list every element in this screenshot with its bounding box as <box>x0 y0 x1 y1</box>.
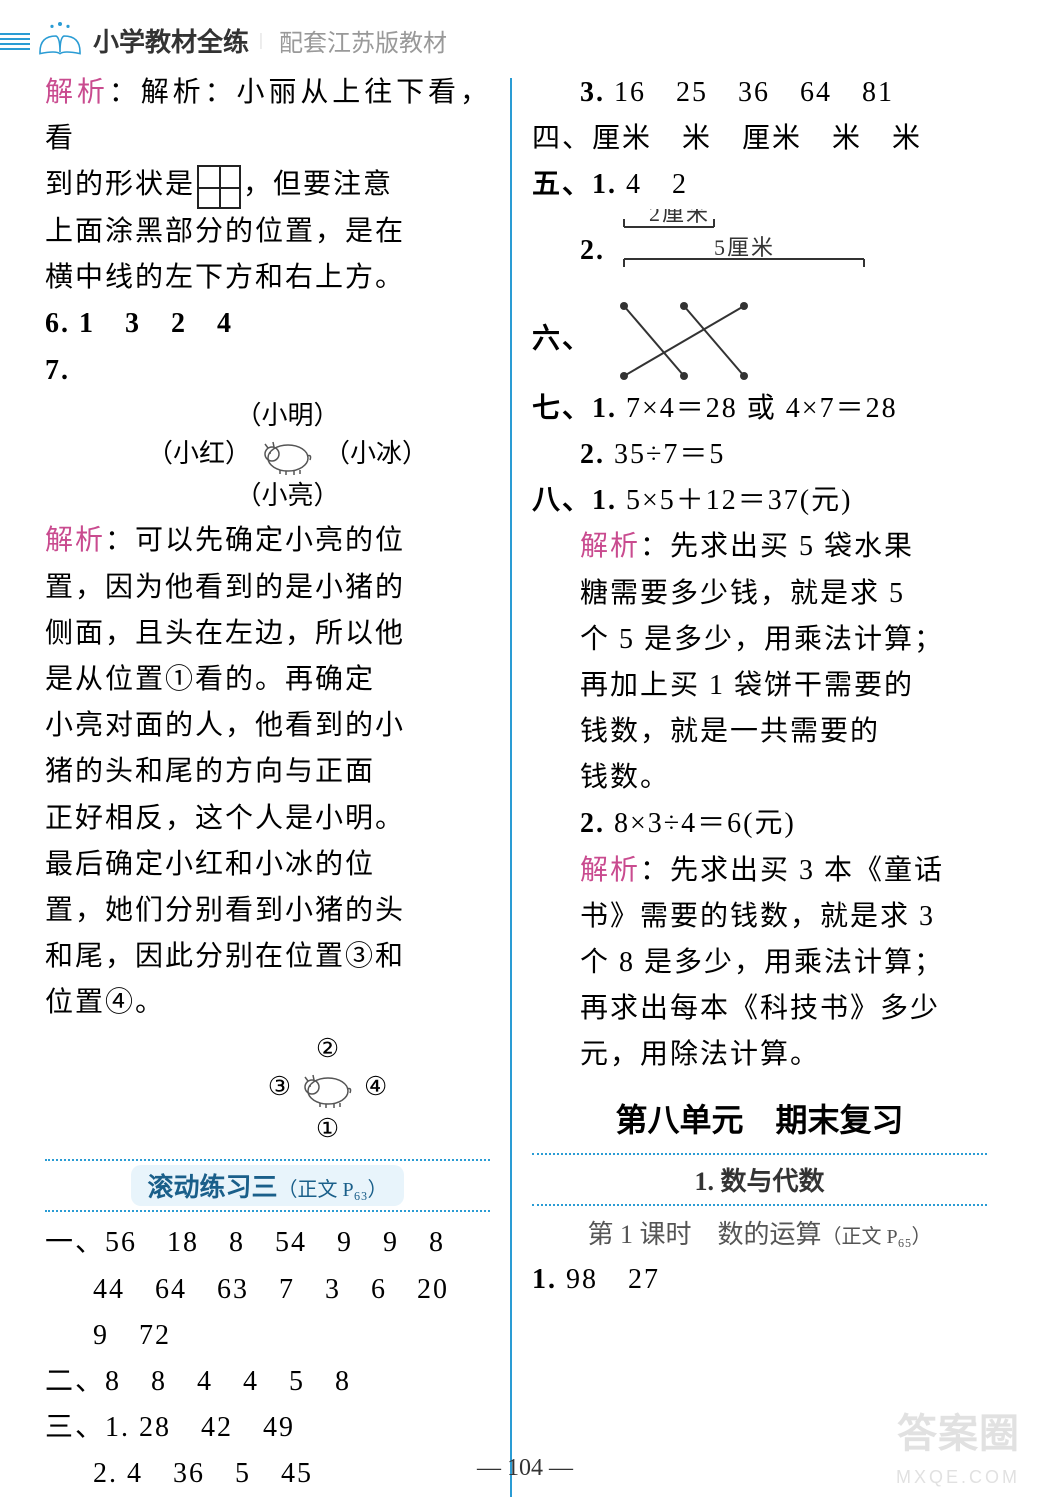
analysis-text: 个 5 是多少，用乘法计算； <box>532 617 987 663</box>
analysis-text: 置，她们分别看到小猪的头 <box>45 888 490 934</box>
pig-top: （小明） <box>85 398 490 434</box>
main-content: 解析：解析：小丽从上往下看，看 到的形状是，但要注意 上面涂黑部分的位置，是在 … <box>0 70 1050 1497</box>
analysis-text: 到的形状是 ，但要注意 <box>45 162 490 209</box>
page-number: — 104 — <box>0 1455 1050 1482</box>
header-title-light: 配套江苏版教材 <box>279 23 447 58</box>
analysis-text: 小亮对面的人，他看到的小 <box>45 703 490 749</box>
sub-unit-title: 1. 数与代数 <box>532 1153 987 1206</box>
analysis-text: 钱数，就是一共需要的 <box>532 709 987 755</box>
lesson-sub: （正文 P₆₅） <box>821 1226 931 1248</box>
left-column: 解析：解析：小丽从上往下看，看 到的形状是，但要注意 上面涂黑部分的位置，是在 … <box>45 70 510 1497</box>
answer-6: 6. 1 3 2 4 <box>45 301 490 347</box>
answer-row: 2. 35÷7＝5 <box>532 432 987 478</box>
answer-row: 三、1. 28 42 49 <box>45 1405 490 1451</box>
analysis-text: 置，因为他看到的是小猪的 <box>45 565 490 611</box>
grid-shape <box>197 165 241 209</box>
analysis-text: 侧面，且头在左边，所以他 <box>45 611 490 657</box>
analysis-text: 元，用除法计算。 <box>532 1032 987 1078</box>
svg-text:5厘米: 5厘米 <box>714 235 775 260</box>
pos-3: ③ <box>268 1072 291 1101</box>
page-header: 小学教材全练 ｜ 配套江苏版教材 <box>0 0 1050 70</box>
analysis-label: 解析 <box>580 855 640 886</box>
answer-row: 9 72 <box>45 1313 490 1359</box>
header-decoration <box>0 30 30 53</box>
pos-4: ④ <box>364 1072 387 1101</box>
section-sub: （正文 P₆₃） <box>277 1179 387 1201</box>
cross-match-diagram <box>609 296 759 386</box>
text: 到的形状是 <box>45 169 195 200</box>
header-separator: ｜ <box>253 28 269 52</box>
text: ，但要注意 <box>243 169 393 200</box>
pos-1: ① <box>165 1111 490 1147</box>
pig-icon <box>298 1067 358 1111</box>
analysis-text: 最后确定小红和小冰的位 <box>45 842 490 888</box>
analysis-text: 上面涂黑部分的位置，是在 <box>45 209 490 255</box>
answer-row: 1. 98 27 <box>532 1257 987 1303</box>
pig-left: （小红） <box>147 439 251 468</box>
answer-row: 44 64 63 7 3 6 20 <box>45 1267 490 1313</box>
analysis-text: 再加上买 1 袋饼干需要的 <box>532 663 987 709</box>
pig-diagram-2: ② ③ ④ ① <box>165 1031 490 1148</box>
answer-6: 六、 <box>532 296 987 386</box>
analysis-text: 和尾，因此分别在位置③和 <box>45 934 490 980</box>
analysis-text: 个 8 是多少，用乘法计算； <box>532 940 987 986</box>
ruler-diagram: 2厘米 5厘米 <box>614 209 874 281</box>
label: 六、 <box>532 323 592 354</box>
svg-text:2厘米: 2厘米 <box>649 209 710 226</box>
lesson-text: 第 1 课时 数的运算 <box>587 1220 821 1249</box>
pig-diagram-1: （小明） （小红） （小冰） （小亮） <box>85 398 490 515</box>
unit-title: 第八单元 期末复习 <box>532 1095 987 1141</box>
header-title-bold: 小学教材全练 <box>93 22 249 59</box>
pig-bottom: （小亮） <box>85 478 490 514</box>
pig-right: （小冰） <box>324 439 428 468</box>
book-icon <box>35 20 85 60</box>
analysis-text: 正好相反，这个人是小明。 <box>45 796 490 842</box>
analysis-text: 猪的头和尾的方向与正面 <box>45 749 490 795</box>
answer-row: 3. 16 25 36 64 81 <box>532 70 987 116</box>
answer-row: 八、1. 5×5＋12＝37(元) <box>532 478 987 524</box>
right-column: 3. 16 25 36 64 81 四、厘米 米 厘米 米 米 五、1. 4 2… <box>512 70 987 1497</box>
analysis-text: 是从位置①看的。再确定 <box>45 657 490 703</box>
watermark-2: MXQE.COM <box>896 1467 1020 1488</box>
analysis-text: 钱数。 <box>532 755 987 801</box>
answer-7: 7. <box>45 348 490 394</box>
section-title: 滚动练习三 <box>147 1173 277 1202</box>
pos-2: ② <box>165 1031 490 1067</box>
answer-row: 四、厘米 米 厘米 米 米 <box>532 116 987 162</box>
analysis-text: 位置④。 <box>45 980 490 1026</box>
analysis-text: 糖需要多少钱，就是求 5 <box>532 571 987 617</box>
answer-row: 七、1. 7×4＝28 或 4×7＝28 <box>532 386 987 432</box>
analysis-text: 书》需要的钱数，就是求 3 <box>532 894 987 940</box>
watermark-1: 答案圈 <box>897 1401 1020 1459</box>
answer-row: 一、56 18 8 54 9 9 8 <box>45 1220 490 1266</box>
analysis-text: 再求出每本《科技书》多少 <box>532 986 987 1032</box>
analysis-text: 解析：可以先确定小亮的位 <box>45 518 490 564</box>
answer-5-2: 2. 2厘米 5厘米 <box>532 209 987 296</box>
analysis-label: 解析 <box>45 77 109 108</box>
analysis-label: 解析 <box>580 531 640 562</box>
analysis-text: 解析：先求出买 5 袋水果 <box>532 524 987 570</box>
analysis-text: 解析：先求出买 3 本《童话 <box>532 848 987 894</box>
answer-row: 五、1. 4 2 <box>532 162 987 208</box>
lesson-title: 第 1 课时 数的运算（正文 P₆₅） <box>532 1214 987 1251</box>
analysis-text: 解析：解析：小丽从上往下看，看 <box>45 70 490 162</box>
analysis-text: 横中线的左下方和右上方。 <box>45 255 490 301</box>
answer-row: 2. 8×3÷4＝6(元) <box>532 801 987 847</box>
analysis-label: 解析 <box>45 525 105 556</box>
pig-icon <box>258 434 318 478</box>
section-header-3: 滚动练习三（正文 P₆₃） <box>45 1159 490 1212</box>
answer-row: 二、8 8 4 4 5 8 <box>45 1359 490 1405</box>
